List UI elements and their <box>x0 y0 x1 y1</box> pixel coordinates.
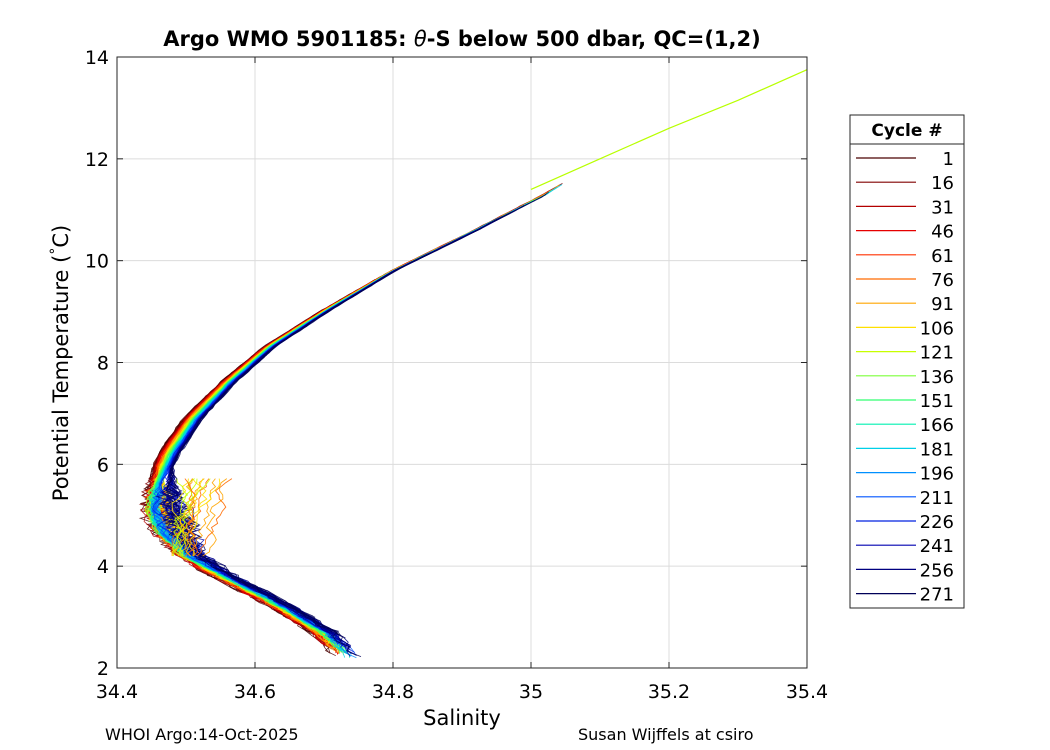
eddy-profile-line <box>192 478 217 557</box>
y-tick-label: 8 <box>97 353 109 375</box>
y-tick-label: 12 <box>85 149 109 171</box>
footer-credit-left: WHOI Argo:14-Oct-2025 <box>105 725 299 744</box>
legend-label-241: 241 <box>920 536 954 557</box>
eddy-profile-line <box>171 478 210 556</box>
extension-line <box>530 69 808 190</box>
y-tick-label: 2 <box>97 658 109 680</box>
legend-label-91: 91 <box>931 294 954 315</box>
eddy-profile-line <box>184 478 197 557</box>
eddy-profile-line <box>171 478 195 557</box>
profile-line <box>167 269 398 657</box>
legend-label-136: 136 <box>920 367 954 388</box>
eddy-profile-line <box>176 478 211 557</box>
x-tick-label: 34.4 <box>96 681 138 703</box>
legend-label-1: 1 <box>943 149 954 170</box>
y-axis-label: Potential Temperature (°C) <box>48 225 73 501</box>
footer-credit-right: Susan Wijffels at csiro <box>578 725 754 744</box>
eddy-profile-line <box>186 478 221 557</box>
legend-label-226: 226 <box>920 512 954 533</box>
x-tick-labels: 34.4 34.6 34.8 35 35.2 35.4 <box>96 681 828 703</box>
legend-entries: 1 16 31 46 61 76 91 106 121 136 151 166 181 196 211 226… <box>856 149 954 606</box>
legend-label-211: 211 <box>920 488 954 509</box>
eddy-profile-line <box>180 478 208 557</box>
eddy-profile-line <box>202 478 228 557</box>
eddy-profile-line <box>179 478 205 557</box>
legend-label-181: 181 <box>920 439 954 460</box>
x-tick-label: 34.8 <box>372 681 414 703</box>
chart-title: Argo WMO 5901185: θ-S below 500 dbar, QC… <box>163 27 760 51</box>
y-tick-labels: 2 4 6 8 10 12 14 <box>85 47 109 680</box>
legend-label-61: 61 <box>931 246 954 267</box>
legend-label-76: 76 <box>931 270 954 291</box>
x-tick-label: 34.6 <box>234 681 276 703</box>
y-tick-label: 6 <box>97 454 109 476</box>
x-tick-label: 35 <box>519 681 543 703</box>
legend-label-46: 46 <box>931 222 954 243</box>
axis-ticks <box>116 56 808 669</box>
legend-box <box>849 114 965 609</box>
legend-label-256: 256 <box>920 560 954 581</box>
legend-label-121: 121 <box>920 343 954 364</box>
eddy-profile-line <box>196 478 233 557</box>
legend-label-271: 271 <box>920 585 954 606</box>
y-tick-label: 4 <box>97 556 109 578</box>
legend-title: Cycle # <box>871 121 942 141</box>
legend-label-16: 16 <box>931 173 954 194</box>
y-tick-label: 10 <box>85 251 109 273</box>
legend: Cycle # 11631466176911061211361511661811… <box>849 114 965 609</box>
x-axis-label: Salinity <box>423 706 501 730</box>
x-tick-label: 35.4 <box>786 681 828 703</box>
legend-label-166: 166 <box>920 415 954 436</box>
profile-line <box>165 204 525 639</box>
data-lines <box>138 69 808 659</box>
legend-label-196: 196 <box>920 464 954 485</box>
x-tick-label: 35.2 <box>648 681 690 703</box>
legend-label-151: 151 <box>920 391 954 412</box>
legend-label-31: 31 <box>931 197 954 218</box>
legend-label-106: 106 <box>920 318 954 339</box>
y-tick-label: 14 <box>85 47 109 69</box>
eddy-profile-line <box>172 478 192 557</box>
